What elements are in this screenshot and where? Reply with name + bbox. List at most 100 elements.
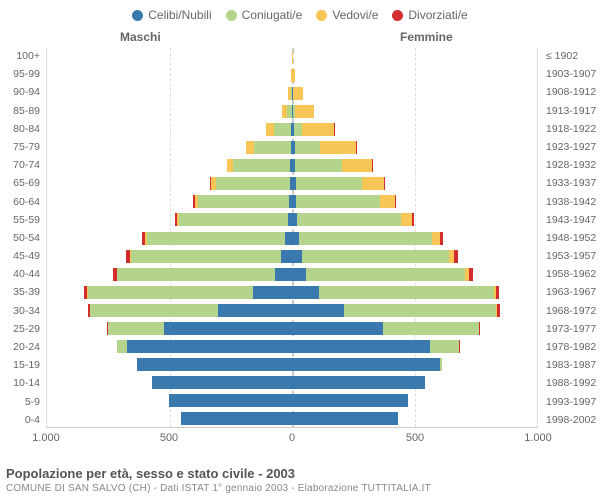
male-bar — [169, 394, 292, 407]
legend-label: Vedovi/e — [332, 8, 378, 22]
pyramid-row — [47, 375, 537, 390]
age-label: 0-4 — [0, 414, 40, 426]
bar-segment — [164, 322, 292, 335]
age-label: 70-74 — [0, 159, 40, 171]
bar-segment — [395, 195, 396, 208]
male-bar — [227, 159, 292, 172]
bar-segment — [412, 213, 414, 226]
bar-segment — [293, 87, 303, 100]
female-bar — [292, 213, 414, 226]
legend-swatch — [226, 10, 237, 21]
bar-segment — [88, 286, 253, 299]
birth-label: 1993-1997 — [546, 396, 600, 408]
female-bar — [292, 141, 357, 154]
female-bar — [292, 87, 303, 100]
birth-label: 1938-1942 — [546, 196, 600, 208]
bar-segment — [137, 358, 292, 371]
birth-label: 1908-1912 — [546, 86, 600, 98]
bar-segment — [117, 340, 127, 353]
x-tick-label: 1.000 — [524, 432, 552, 444]
bar-segment — [254, 141, 291, 154]
bar-segment — [292, 376, 425, 389]
age-label: 25-29 — [0, 323, 40, 335]
bar-segment — [292, 412, 398, 425]
bar-segment — [216, 177, 290, 190]
legend-swatch — [316, 10, 327, 21]
male-bar — [266, 123, 292, 136]
bar-segment — [90, 304, 218, 317]
birth-label: 1928-1932 — [546, 159, 600, 171]
female-bar — [292, 159, 372, 172]
plot — [46, 48, 538, 428]
male-bar — [126, 250, 292, 263]
birth-label: 1988-1992 — [546, 377, 600, 389]
female-bar — [292, 394, 408, 407]
bar-segment — [342, 159, 372, 172]
bar-segment — [108, 322, 165, 335]
male-bar — [210, 177, 292, 190]
bar-segment — [384, 177, 385, 190]
age-label: 80-84 — [0, 123, 40, 135]
legend-swatch — [132, 10, 143, 21]
birth-label: 1963-1967 — [546, 286, 600, 298]
age-label: 95-99 — [0, 68, 40, 80]
bar-segment — [383, 322, 479, 335]
male-bar — [84, 286, 292, 299]
bar-segment — [454, 250, 457, 263]
bar-segment — [266, 123, 273, 136]
male-bar — [193, 195, 292, 208]
chart-footer: Popolazione per età, sesso e stato civil… — [6, 466, 594, 494]
pyramid-row — [47, 285, 537, 300]
bar-segment — [127, 340, 292, 353]
male-bar — [113, 268, 292, 281]
x-tick-label: 500 — [406, 432, 424, 444]
age-label: 65-69 — [0, 177, 40, 189]
bar-segment — [302, 123, 334, 136]
female-bar — [292, 195, 396, 208]
age-label: 60-64 — [0, 196, 40, 208]
male-bar — [175, 213, 292, 226]
bar-segment — [152, 376, 292, 389]
bar-segment — [302, 250, 450, 263]
male-bar — [246, 141, 292, 154]
bar-segment — [292, 232, 299, 245]
bar-segment — [246, 141, 253, 154]
birth-label: 1978-1982 — [546, 341, 600, 353]
chart-subtitle: COMUNE DI SAN SALVO (CH) - Dati ISTAT 1°… — [6, 483, 594, 494]
bar-segment — [295, 141, 320, 154]
bar-segment — [281, 250, 292, 263]
bar-segment — [169, 394, 292, 407]
bar-segment — [292, 268, 306, 281]
pyramid-row — [47, 267, 537, 282]
header-female: Femmine — [400, 30, 453, 44]
birth-label: 1953-1957 — [546, 250, 600, 262]
female-bar — [292, 105, 314, 118]
bar-segment — [275, 268, 292, 281]
legend: Celibi/NubiliConiugati/eVedovi/eDivorzia… — [0, 0, 600, 24]
female-bar — [292, 358, 442, 371]
bar-segment — [297, 213, 400, 226]
bar-segment — [292, 340, 430, 353]
bar-segment — [285, 232, 292, 245]
bar-segment — [218, 304, 292, 317]
bar-segment — [181, 412, 292, 425]
pyramid-row — [47, 411, 537, 426]
bar-segment — [299, 232, 432, 245]
pyramid-row — [47, 176, 537, 191]
female-bar — [292, 322, 480, 335]
pyramid-row — [47, 50, 537, 65]
birth-label: 1903-1907 — [546, 68, 600, 80]
bar-segment — [292, 304, 344, 317]
legend-item: Vedovi/e — [316, 8, 378, 22]
bar-segment — [306, 268, 466, 281]
age-label: 55-59 — [0, 214, 40, 226]
bar-segment — [198, 195, 289, 208]
bar-segment — [440, 232, 443, 245]
bar-segment — [295, 159, 342, 172]
bar-segment — [292, 250, 302, 263]
age-label: 30-34 — [0, 305, 40, 317]
female-bar — [292, 250, 458, 263]
birth-label: 1933-1937 — [546, 177, 600, 189]
bar-segment — [497, 304, 499, 317]
age-label: 50-54 — [0, 232, 40, 244]
